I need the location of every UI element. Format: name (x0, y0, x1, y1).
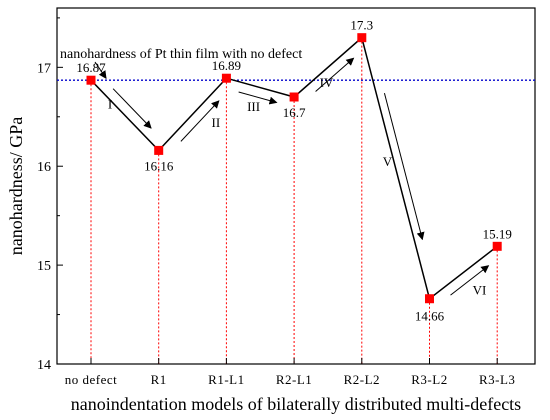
drop-lines-layer (90, 37, 498, 364)
y-tick-label: 17 (37, 61, 51, 76)
data-point (86, 75, 96, 85)
reference-line-label: nanohardness of Pt thin film with no def… (60, 47, 302, 62)
transition-label: V (383, 154, 393, 169)
transition-label: II (212, 115, 221, 130)
data-point (357, 33, 367, 43)
axis-ticks-layer: 14 15 16 17 no defect R1 R1-L1 R2-L1 R2-L2 R3-L2 R… (37, 17, 515, 387)
reference-pointer-arrow (94, 61, 107, 80)
x-tick-label: R1-L1 (208, 372, 244, 387)
transition-arrow (383, 92, 425, 241)
transition-arrow (315, 57, 355, 92)
x-tick-label: R1 (151, 372, 167, 387)
reference-line-layer (57, 61, 535, 81)
y-tick-label: 16 (37, 160, 51, 175)
x-axis-label: nanoindentation models of bilaterally di… (71, 394, 521, 414)
data-label: 14.66 (415, 309, 445, 324)
data-point (425, 294, 434, 304)
data-label: 15.19 (483, 226, 512, 241)
data-labels-layer: 16.87 16.16 16.89 16.7 17.3 14.66 15.19 (76, 18, 511, 324)
y-axis-label: nanohardness/ GPa (6, 117, 26, 255)
data-points-layer (86, 33, 502, 304)
data-label: 16.16 (144, 158, 174, 173)
transition-label: VI (473, 282, 487, 297)
data-label: 16.89 (212, 58, 241, 73)
transition-arrow (450, 265, 490, 296)
y-tick-label: 14 (37, 358, 51, 373)
transition-arrow (112, 88, 152, 129)
data-label: 16.87 (76, 60, 106, 75)
transition-label: III (247, 99, 260, 114)
x-tick-label: no defect (65, 372, 118, 387)
transition-label: IV (320, 75, 334, 90)
data-point (492, 241, 502, 251)
x-tick-label: R2-L1 (276, 372, 312, 387)
transition-label: I (108, 96, 112, 111)
x-tick-label: R2-L2 (344, 372, 380, 387)
data-label: 16.7 (283, 105, 306, 120)
data-point (289, 92, 299, 102)
data-point (221, 73, 231, 83)
transition-arrow (238, 91, 278, 105)
x-tick-label: R3-L2 (411, 372, 447, 387)
data-point (154, 145, 164, 155)
plot-frame (56, 7, 536, 365)
x-tick-label: R3-L3 (479, 372, 515, 387)
y-tick-label: 15 (37, 259, 51, 274)
transition-arrow (180, 100, 220, 142)
data-label: 17.3 (350, 18, 373, 33)
